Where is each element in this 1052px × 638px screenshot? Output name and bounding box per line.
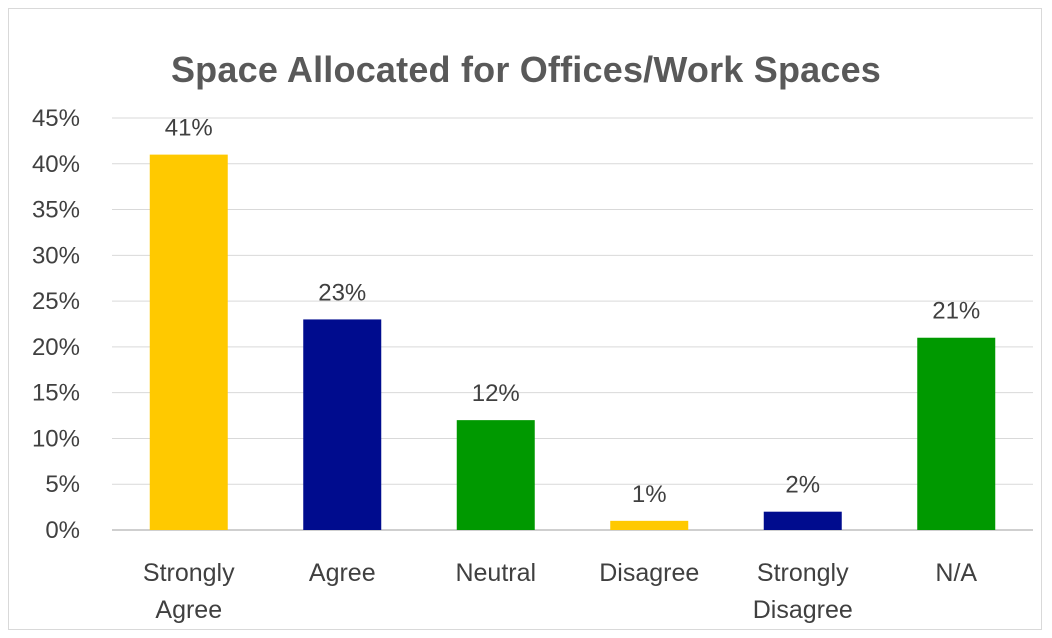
y-tick-label: 45% bbox=[32, 105, 80, 132]
category-label: Neutral bbox=[455, 559, 536, 587]
chart-title: Space Allocated for Offices/Work Spaces bbox=[170, 49, 882, 90]
category-label: Disagree bbox=[599, 559, 699, 587]
y-tick-label: 0% bbox=[45, 517, 80, 544]
data-label: 41% bbox=[165, 115, 213, 142]
data-label: 12% bbox=[472, 380, 520, 407]
bar bbox=[763, 511, 842, 530]
y-tick-label: 10% bbox=[32, 425, 80, 452]
bar bbox=[610, 520, 689, 530]
data-label: 23% bbox=[318, 279, 366, 306]
bar bbox=[303, 319, 382, 530]
bar bbox=[149, 154, 228, 530]
data-label: 1% bbox=[632, 481, 667, 508]
y-tick-label: 40% bbox=[32, 151, 80, 178]
y-tick-label: 20% bbox=[32, 334, 80, 361]
data-label: 2% bbox=[785, 472, 820, 499]
y-tick-label: 30% bbox=[32, 242, 80, 269]
category-label: Disagree bbox=[753, 596, 853, 624]
y-tick-label: 15% bbox=[32, 380, 80, 407]
category-label: Strongly bbox=[757, 559, 849, 587]
category-label: Strongly bbox=[143, 559, 235, 587]
y-tick-label: 35% bbox=[32, 197, 80, 224]
bar bbox=[917, 337, 996, 530]
y-tick-label: 25% bbox=[32, 288, 80, 315]
data-label: 21% bbox=[932, 298, 980, 325]
bar bbox=[456, 420, 535, 530]
category-label: N/A bbox=[935, 559, 977, 587]
category-label: Agree bbox=[309, 559, 376, 587]
y-tick-label: 5% bbox=[45, 471, 80, 498]
category-label: Agree bbox=[155, 596, 222, 624]
